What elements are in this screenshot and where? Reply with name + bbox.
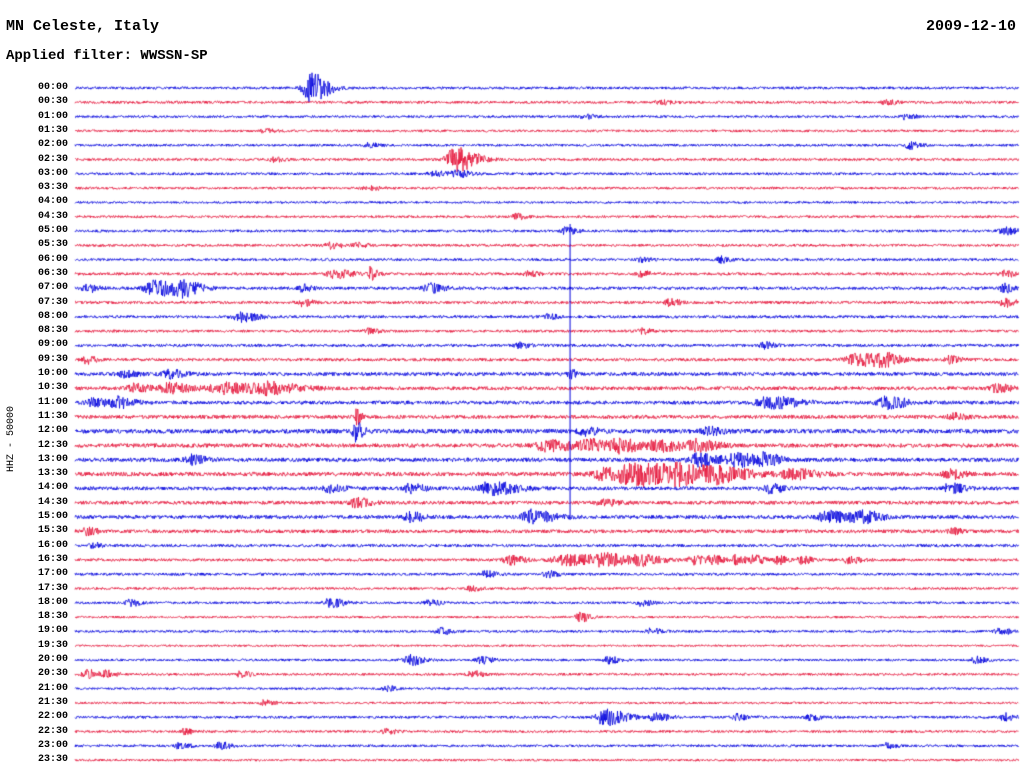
time-label: 09:00 bbox=[37, 339, 68, 351]
time-label: 00:00 bbox=[37, 82, 68, 93]
time-label: 23:30 bbox=[37, 754, 68, 766]
time-label: 08:30 bbox=[37, 325, 68, 337]
time-label: 02:30 bbox=[37, 153, 68, 165]
record-date: 2009-12-10 bbox=[925, 18, 1016, 35]
time-label: 03:00 bbox=[37, 167, 68, 179]
time-label: 19:00 bbox=[37, 625, 68, 637]
time-label: 21:30 bbox=[37, 696, 68, 708]
time-label: 06:00 bbox=[37, 253, 68, 265]
time-label: 05:30 bbox=[37, 239, 68, 251]
time-label: 12:00 bbox=[37, 425, 68, 437]
time-label: 19:30 bbox=[37, 639, 68, 651]
time-labels-column: 00:00 00:30 01:00 01:30 02:00 02:30 03:00 03:30… bbox=[0, 0, 70, 780]
station-title: MN Celeste, Italy bbox=[6, 18, 160, 35]
time-label: 01:00 bbox=[37, 110, 68, 122]
time-label: 18:00 bbox=[37, 596, 68, 608]
applied-filter-label: Applied filter: WWSSN-SP bbox=[6, 48, 208, 64]
time-label: 17:00 bbox=[37, 568, 68, 580]
time-label: 12:30 bbox=[37, 439, 68, 451]
time-label: 10:00 bbox=[37, 368, 68, 379]
time-label: 17:30 bbox=[37, 582, 68, 594]
time-label: 18:30 bbox=[37, 611, 68, 623]
time-label: 02:00 bbox=[37, 139, 68, 151]
time-label: 05:00 bbox=[37, 225, 68, 236]
time-label: 20:30 bbox=[37, 668, 68, 680]
time-label: 10:30 bbox=[37, 382, 68, 394]
time-label: 13:30 bbox=[37, 468, 68, 480]
time-label: 22:00 bbox=[37, 711, 68, 723]
time-label: 09:30 bbox=[37, 353, 68, 365]
time-label: 16:30 bbox=[37, 553, 68, 565]
time-label: 11:00 bbox=[37, 396, 68, 408]
time-label: 06:30 bbox=[37, 267, 68, 279]
time-label: 15:30 bbox=[37, 525, 68, 537]
time-label: 22:30 bbox=[37, 725, 68, 737]
time-label: 11:30 bbox=[37, 410, 68, 422]
time-label: 20:00 bbox=[37, 654, 68, 665]
time-label: 15:00 bbox=[37, 511, 68, 522]
time-label: 00:30 bbox=[37, 96, 68, 108]
time-label: 14:00 bbox=[37, 482, 68, 494]
time-label: 07:00 bbox=[37, 282, 68, 294]
time-label: 13:00 bbox=[37, 453, 68, 465]
time-label: 08:00 bbox=[37, 310, 68, 322]
time-label: 16:00 bbox=[37, 539, 68, 551]
time-label: 04:00 bbox=[37, 196, 68, 208]
time-label: 03:30 bbox=[37, 182, 68, 194]
time-label: 14:30 bbox=[37, 496, 68, 508]
time-label: 21:00 bbox=[37, 682, 68, 694]
time-label: 04:30 bbox=[37, 210, 68, 222]
time-label: 23:00 bbox=[37, 739, 68, 751]
time-label: 07:30 bbox=[37, 296, 68, 308]
time-label: 01:30 bbox=[37, 124, 68, 136]
